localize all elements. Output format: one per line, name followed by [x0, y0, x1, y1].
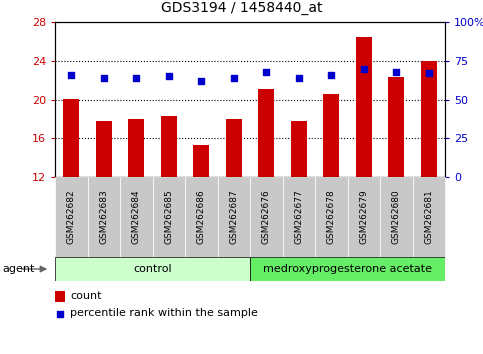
Point: [392, 69, 400, 74]
Bar: [55, 291, 65, 302]
Bar: [153, 177, 185, 257]
Point: [360, 66, 368, 72]
Point: [68, 72, 75, 78]
Bar: [55, 257, 250, 281]
Text: GSM262677: GSM262677: [294, 190, 303, 244]
Bar: [291, 121, 307, 177]
Bar: [87, 177, 120, 257]
Point: [295, 75, 303, 81]
Bar: [258, 89, 274, 177]
Point: [198, 78, 205, 84]
Bar: [380, 177, 412, 257]
Bar: [250, 177, 283, 257]
Bar: [283, 177, 315, 257]
Bar: [421, 61, 437, 177]
Text: GSM262683: GSM262683: [99, 190, 108, 244]
Point: [165, 73, 172, 79]
Bar: [250, 257, 445, 281]
Text: GSM262680: GSM262680: [392, 190, 401, 244]
Text: GSM262676: GSM262676: [262, 190, 271, 244]
Text: GSM262679: GSM262679: [359, 190, 368, 244]
Bar: [347, 177, 380, 257]
Bar: [226, 119, 242, 177]
Bar: [193, 145, 209, 177]
Bar: [120, 177, 153, 257]
Bar: [315, 177, 347, 257]
Point: [100, 75, 108, 81]
Bar: [185, 177, 217, 257]
Text: control: control: [133, 264, 172, 274]
Bar: [96, 121, 112, 177]
Bar: [217, 177, 250, 257]
Text: GSM262681: GSM262681: [424, 190, 433, 244]
Text: GSM262684: GSM262684: [132, 190, 141, 244]
Bar: [63, 98, 79, 177]
Text: GSM262678: GSM262678: [327, 190, 336, 244]
Bar: [323, 94, 340, 177]
Bar: [55, 177, 87, 257]
Text: medroxyprogesterone acetate: medroxyprogesterone acetate: [263, 264, 432, 274]
Text: GSM262685: GSM262685: [164, 190, 173, 244]
Bar: [388, 77, 404, 177]
Text: GSM262687: GSM262687: [229, 190, 238, 244]
Bar: [355, 36, 372, 177]
Bar: [412, 177, 445, 257]
Text: GSM262682: GSM262682: [67, 190, 76, 244]
Bar: [161, 116, 177, 177]
Text: GDS3194 / 1458440_at: GDS3194 / 1458440_at: [161, 1, 322, 15]
Text: percentile rank within the sample: percentile rank within the sample: [70, 308, 258, 319]
Point: [132, 75, 140, 81]
Point: [230, 75, 238, 81]
Text: agent: agent: [2, 264, 35, 274]
Point: [425, 70, 433, 76]
Point: [327, 72, 335, 78]
Text: count: count: [70, 291, 101, 301]
Text: GSM262686: GSM262686: [197, 190, 206, 244]
Bar: [128, 119, 144, 177]
Point: [262, 69, 270, 74]
Point: [56, 311, 64, 316]
